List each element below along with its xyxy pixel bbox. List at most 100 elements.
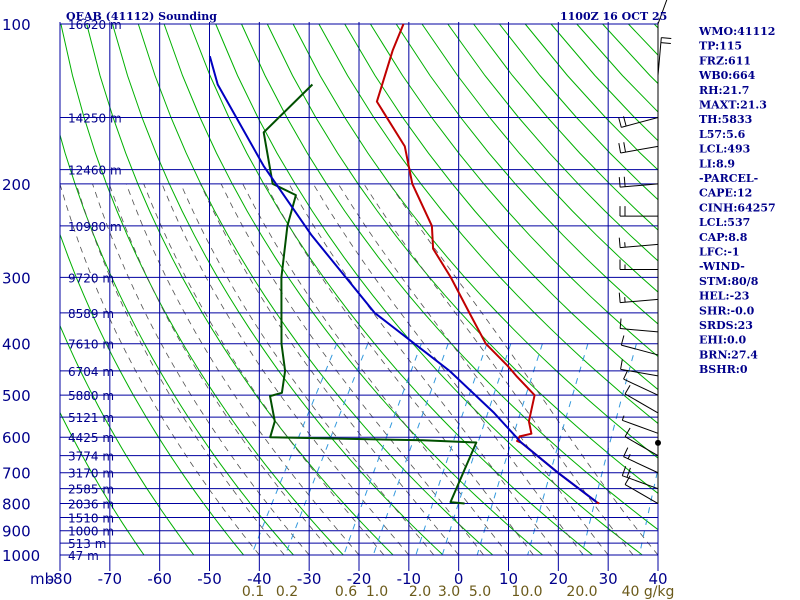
index-entry: BSHR:0	[699, 363, 748, 376]
wind-barb-flag	[623, 447, 629, 457]
wind-barb	[620, 145, 659, 154]
wind-barb	[622, 475, 659, 490]
mixing-ratio-label: 20.0	[566, 584, 597, 600]
height-label: 16620 m	[68, 18, 122, 32]
wind-barb-flag	[618, 237, 621, 248]
wind-barb	[620, 328, 659, 333]
index-entry: MAXT:21.3	[699, 99, 767, 112]
index-entry: TH:5833	[699, 113, 752, 126]
pressure-tick-label: 900	[2, 523, 31, 541]
dry-adiabat	[266, 23, 658, 495]
wind-barb-flag	[620, 359, 623, 370]
parcel-line	[208, 55, 598, 503]
moist-adiabat	[389, 183, 658, 556]
wind-barb	[621, 117, 659, 128]
index-entry: EHI:0.0	[699, 334, 746, 347]
mixing-ratio-label: 10.0	[511, 584, 542, 600]
moist-adiabat	[125, 183, 360, 556]
index-entry: LFC:-1	[699, 246, 740, 259]
index-entry: LCL:537	[699, 216, 750, 229]
wind-barb-flag	[618, 117, 622, 128]
wind-barb-half-flag	[621, 415, 625, 421]
mixing-ratio-line	[527, 343, 589, 556]
index-entry: TP:115	[699, 40, 742, 53]
index-entry: BRN:27.4	[699, 348, 758, 361]
index-entry: HEL:-23	[699, 290, 749, 303]
index-entry: CAP:8.8	[699, 231, 748, 244]
dry-adiabat	[60, 232, 244, 556]
height-label: 8589 m	[68, 307, 114, 321]
dry-adiabat	[369, 23, 658, 358]
height-label: 6704 m	[68, 365, 114, 379]
series-layer	[208, 23, 600, 505]
height-label: 47 m	[68, 549, 99, 563]
wind-barb-flag	[623, 369, 629, 380]
temperature-tick-label: -10	[397, 570, 422, 588]
pressure-tick-label: 100	[2, 16, 31, 34]
index-entry: WMO:41112	[698, 25, 775, 38]
temperature-tick-label: -60	[147, 570, 172, 588]
dry-adiabat	[783, 24, 800, 555]
wind-barb	[622, 419, 659, 434]
dry-adiabat	[189, 23, 593, 556]
index-entry: LI:8.9	[699, 157, 735, 170]
index-entry: -WIND-	[699, 260, 745, 273]
temperature-tick-label: 20	[549, 570, 568, 588]
mixing-ratio-label: 3.0	[438, 584, 460, 600]
temperature-tick-label: 0	[454, 570, 464, 588]
temperature-tick-label: -50	[197, 570, 222, 588]
height-label: 9720 m	[68, 271, 114, 285]
temperature-tick-label: -70	[98, 570, 123, 588]
pressure-tick-label: 200	[2, 176, 31, 194]
pressure-tick-label: 800	[2, 496, 31, 514]
wind-barb-flag	[660, 42, 671, 44]
height-label: 1000 m	[68, 525, 114, 539]
index-entry: FRZ:611	[699, 54, 751, 67]
wind-barb-flag	[618, 177, 621, 188]
height-label: 2585 m	[68, 483, 114, 497]
index-entry: -PARCEL-	[699, 172, 758, 185]
grid-layer	[59, 22, 659, 571]
dry-adiabat	[163, 23, 543, 556]
moist-adiabat	[242, 183, 509, 556]
chart-title: OEAB (41112) Sounding	[66, 10, 217, 23]
mixing-ratio-label: 1.0	[366, 584, 388, 600]
wind-barb	[623, 378, 659, 396]
moist-adiabat	[200, 183, 460, 556]
temperature-tick-label: -30	[297, 570, 322, 588]
height-label: 2036 m	[68, 498, 114, 512]
wind-barb	[657, 0, 668, 25]
wind-barb-flag	[661, 37, 672, 39]
mixing-ratio-label: 5.0	[469, 584, 491, 600]
wind-barb-flag	[619, 318, 622, 329]
wind-barb	[620, 298, 659, 304]
wind-barb	[623, 456, 659, 474]
mixing-ratio-label: 2.0	[409, 584, 431, 600]
temperature-tick-label: 40	[648, 570, 667, 588]
height-label: 513 m	[68, 537, 106, 551]
moist-adiabat	[108, 183, 335, 556]
wind-barb-flag	[618, 292, 621, 303]
wind-barb	[620, 368, 659, 377]
temperature-tick-label: -40	[247, 570, 272, 588]
wind-barb-half-flag	[627, 454, 631, 460]
temperature-tick-label: 30	[599, 570, 618, 588]
mixing-ratio-line	[251, 343, 338, 556]
temperature-tick-label: 10	[499, 570, 518, 588]
wind-barb-flag	[626, 467, 631, 478]
calm-wind-marker	[655, 439, 661, 446]
dewpoint-line	[262, 83, 478, 505]
adiabat-layer	[60, 23, 800, 556]
wind-profile	[618, 0, 672, 504]
height-label: 1510 m	[68, 512, 114, 526]
dry-adiabat	[344, 23, 658, 391]
wind-barb	[624, 484, 659, 504]
wind-barb-flag	[623, 116, 627, 127]
wind-barb-flag	[624, 427, 631, 437]
wind-barb-flag	[623, 176, 626, 187]
temperature-tick-label: -20	[347, 570, 372, 588]
wind-barb	[620, 243, 659, 249]
